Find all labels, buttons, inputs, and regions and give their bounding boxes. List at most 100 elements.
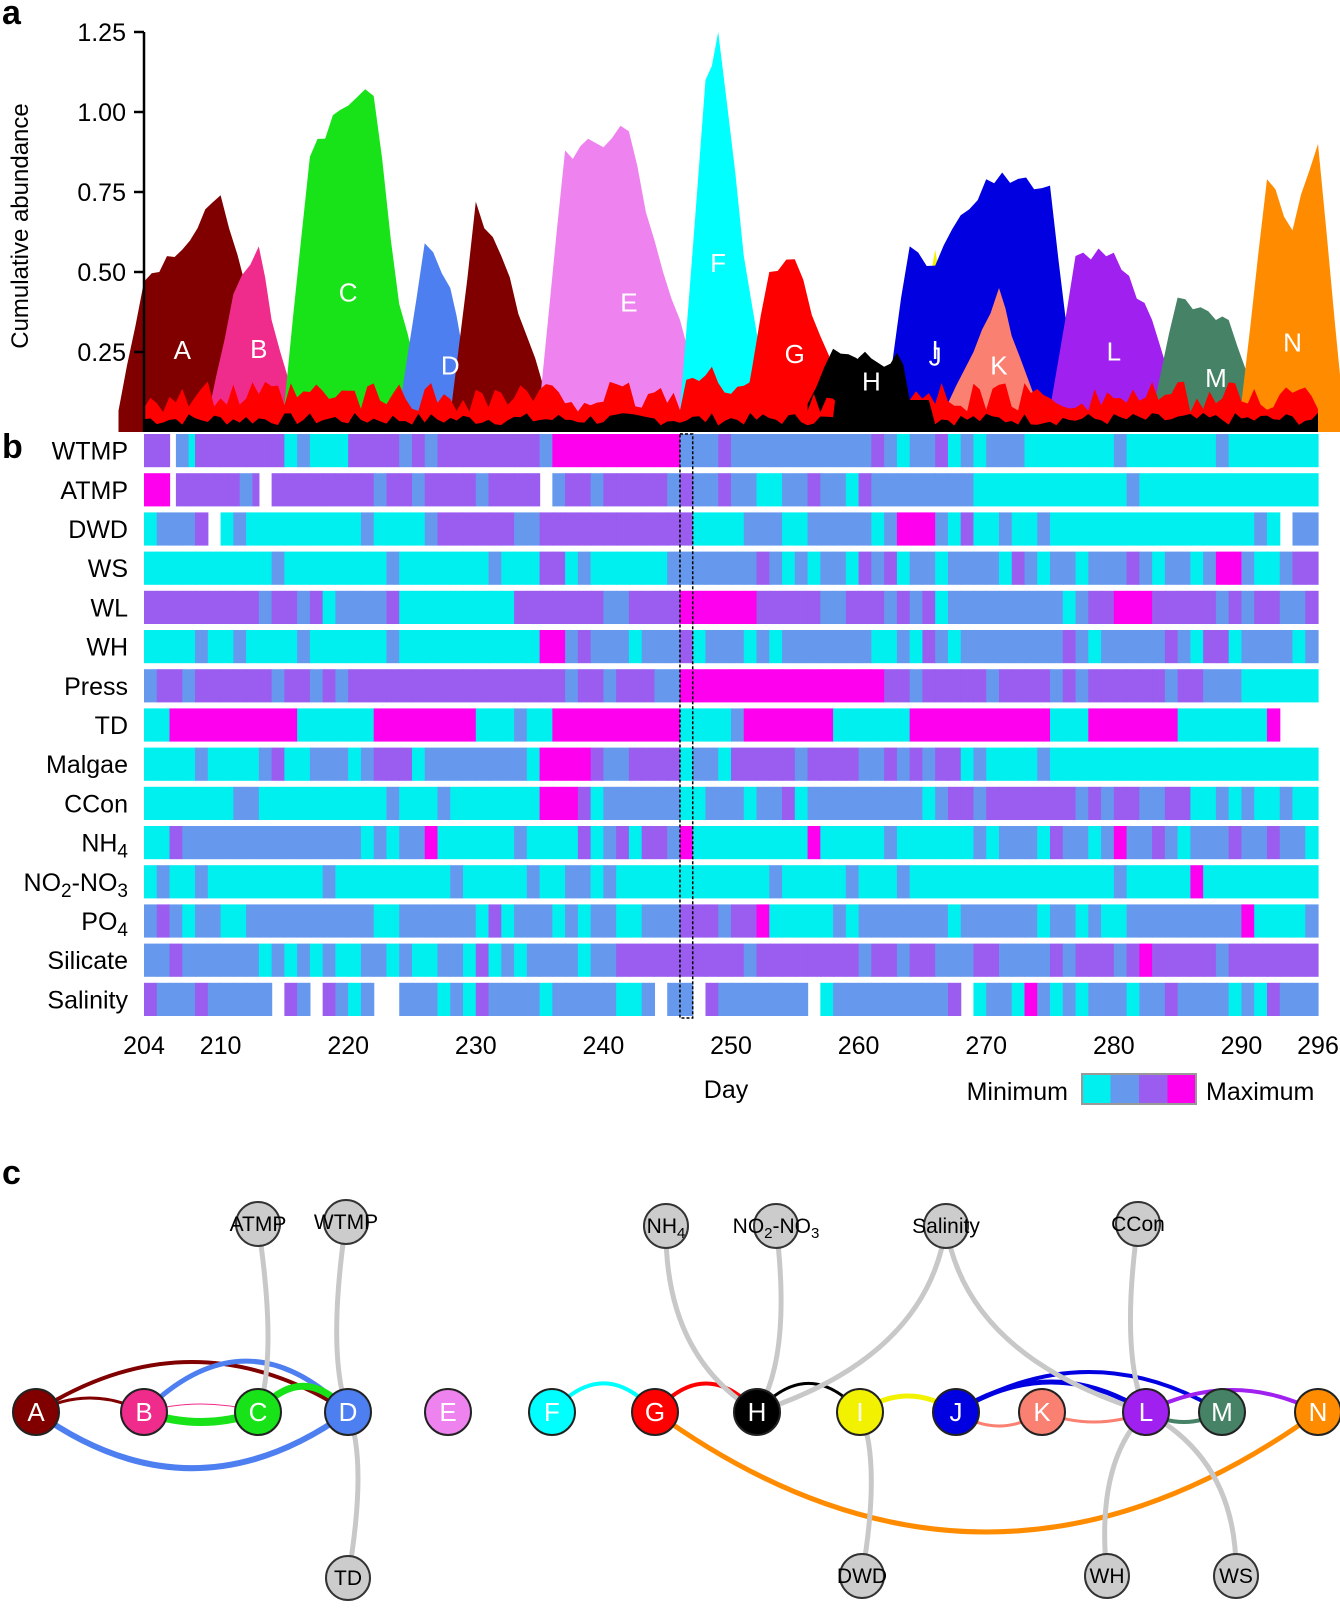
heatmap-cell (910, 552, 923, 585)
heatmap-cell (1254, 512, 1267, 545)
heatmap-cell (731, 865, 744, 898)
heatmap-cell (144, 983, 157, 1016)
heatmap-cell (1254, 787, 1267, 820)
heatmap-cell (795, 473, 808, 506)
series-label-C: C (339, 277, 358, 307)
heatmap-cell (552, 944, 565, 977)
heatmap-cell (884, 434, 897, 467)
heatmap-cell (999, 865, 1012, 898)
heatmap-cell (973, 630, 986, 663)
heatmap-cell (284, 473, 297, 506)
heatmap-cell (629, 748, 642, 781)
heatmap-cell (782, 944, 795, 977)
heatmap-rows (144, 434, 1319, 1016)
heatmap-cell (948, 944, 961, 977)
heatmap-cell (795, 748, 808, 781)
heatmap-cell (361, 826, 374, 859)
heatmap-cell (386, 787, 399, 820)
heatmap-cell (871, 708, 884, 741)
heatmap-cell (1229, 512, 1242, 545)
heatmap-cell (386, 473, 399, 506)
heatmap-cell (718, 983, 731, 1016)
heatmap-cell (808, 591, 821, 624)
heatmap-cell (565, 983, 578, 1016)
heatmap-cell (272, 669, 285, 702)
heatmap-cell (489, 826, 502, 859)
heatmap-cell (259, 944, 272, 977)
y-tick-label: 1.00 (77, 99, 126, 127)
heatmap-cell (1127, 983, 1140, 1016)
heatmap-cell (1165, 748, 1178, 781)
row-label-DWD: DWD (68, 516, 128, 544)
heatmap-cell (948, 630, 961, 663)
heatmap-cell (412, 552, 425, 585)
heatmap-cell (999, 904, 1012, 937)
heatmap-cell (1088, 944, 1101, 977)
node-L: L (1123, 1389, 1169, 1435)
heatmap-cell (284, 904, 297, 937)
heatmap-cell (591, 944, 604, 977)
x-tick-label: 260 (838, 1032, 880, 1060)
heatmap-cell (922, 904, 935, 937)
heatmap-cell (603, 630, 616, 663)
node-label: TD (334, 1567, 362, 1590)
heatmap-cell (1190, 552, 1203, 585)
heatmap-cell (221, 552, 234, 585)
heatmap-cell (999, 473, 1012, 506)
heatmap-cell (731, 512, 744, 545)
heatmap-cell (1165, 944, 1178, 977)
heatmap-cell (450, 591, 463, 624)
heatmap-cell (935, 708, 948, 741)
heatmap-cell (1254, 748, 1267, 781)
heatmap-cell (412, 826, 425, 859)
heatmap-cell (769, 630, 782, 663)
heatmap-cell (757, 708, 770, 741)
heatmap-cell (514, 630, 527, 663)
heatmap-cell (667, 748, 680, 781)
heatmap-cell (846, 591, 859, 624)
heatmap-cell (259, 630, 272, 663)
heatmap-cell (629, 787, 642, 820)
node-label: NO2-NO3 (733, 1215, 820, 1242)
heatmap-cell (259, 552, 272, 585)
heatmap-cell (476, 904, 489, 937)
heatmap-cell (820, 748, 833, 781)
heatmap-cell (527, 552, 540, 585)
heatmap-cell (680, 434, 693, 467)
heatmap-cell (986, 983, 999, 1016)
heatmap-cell (667, 904, 680, 937)
heatmap-cell (1088, 552, 1101, 585)
heatmap-cell (871, 904, 884, 937)
heatmap-cell (769, 787, 782, 820)
heatmap-cell (246, 944, 259, 977)
heatmap-cell (233, 552, 246, 585)
node-WH: WH (1085, 1554, 1129, 1598)
heatmap-cell (591, 434, 604, 467)
heatmap-cell (450, 944, 463, 977)
heatmap-cell (1025, 826, 1038, 859)
heatmap-cell (565, 591, 578, 624)
heatmap-cell (565, 944, 578, 977)
node-A: A (13, 1389, 59, 1435)
heatmap-cell (1229, 669, 1242, 702)
heatmap-cell (757, 826, 770, 859)
heatmap-cell (438, 904, 451, 937)
node-NO2NO3: NO2-NO3 (733, 1204, 820, 1248)
heatmap-cell (208, 708, 221, 741)
heatmap-cell (399, 826, 412, 859)
heatmap-cell (1037, 708, 1050, 741)
x-tick-label: 296 (1297, 1032, 1339, 1060)
node-label: H (748, 1397, 767, 1427)
series-label-J: J (929, 341, 942, 371)
heatmap-cell (999, 552, 1012, 585)
heatmap-cell (297, 630, 310, 663)
heatmap-cell (1241, 669, 1254, 702)
heatmap-cell (1280, 748, 1293, 781)
heatmap-cell (948, 434, 961, 467)
heatmap-cell (233, 787, 246, 820)
heatmap-cell (233, 591, 246, 624)
heatmap-cell (182, 983, 195, 1016)
heatmap-cell (603, 552, 616, 585)
heatmap-cell (1229, 904, 1242, 937)
heatmap-cell (1025, 865, 1038, 898)
